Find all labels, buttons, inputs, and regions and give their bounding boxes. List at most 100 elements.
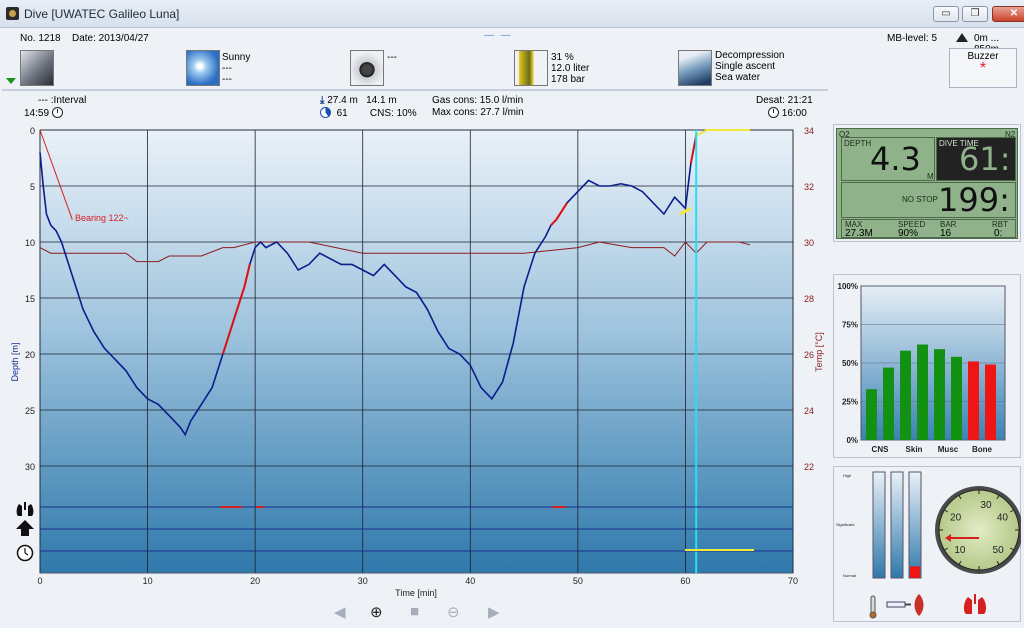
bearing-annotation: Bearing 122~ (75, 213, 129, 223)
tissue-bar (866, 389, 877, 440)
tissue-bar (900, 350, 911, 440)
weather-info: Sunny --- --- (222, 52, 250, 85)
dial-tick-label: 30 (980, 500, 992, 511)
tank-pressure: 178 bar (551, 74, 585, 85)
speed-label: SPEED (898, 220, 926, 229)
thermometer-icon (869, 595, 877, 619)
weather-line3: --- (222, 74, 232, 85)
buzzer-indicator: * (979, 60, 987, 77)
gauge-bar (908, 471, 922, 579)
dive-profile-chart[interactable]: 0 5 10 15 20 25 30 22 24 26 28 30 32 34 0 10 20 30 40 50 6… (0, 122, 830, 602)
tissue-bars (866, 344, 996, 440)
clock-icon (51, 107, 63, 118)
expand-arrow-icon[interactable] (6, 78, 16, 84)
depth-tick-label: 30 (25, 462, 35, 472)
depth-axis: 0 5 10 15 20 25 30 (25, 126, 35, 472)
tissue-category-label: CNS (872, 445, 890, 454)
max-consumption: Max cons: 27.7 l/min (432, 107, 524, 118)
depth-label: DEPTH (844, 139, 872, 148)
tissue-category-label: Skin (906, 445, 923, 454)
tissue-y-axis: 100% 75% 50% 25% 0% (838, 282, 858, 445)
tissue-y-tick: 25% (842, 398, 858, 407)
tissue-bar (934, 349, 945, 440)
tissue-bar (883, 367, 894, 440)
decompression-icon[interactable] (678, 50, 712, 86)
max-depth: 27.4 m (327, 95, 358, 106)
depth-tick-label: 20 (25, 350, 35, 360)
no-fly-icon (768, 107, 779, 118)
depth-tick-label: 25 (25, 406, 35, 416)
time-stats: 61 CNS: 10% (320, 107, 417, 119)
tank-volume: 12.0 liter (551, 63, 590, 74)
depth-cell: DEPTH 4.3 M (841, 137, 935, 181)
deco-highlight (679, 207, 692, 216)
dial-tick-mark (996, 560, 1000, 565)
tissue-y-tick: 75% (842, 321, 858, 330)
next-icon[interactable]: ▶ (488, 604, 500, 621)
prev-icon[interactable]: ◀ (334, 604, 346, 621)
section-divider (2, 89, 828, 91)
depth-unit: M (927, 172, 934, 181)
depth-tick-label: 5 (30, 182, 35, 192)
dial-needle-tip (945, 534, 951, 542)
dial-tick-mark (996, 495, 1000, 500)
temp-axis-label: Temp [°C] (814, 332, 824, 372)
gas-consumption: Gas cons: 15.0 l/min (432, 95, 524, 106)
status-row: MAX 27.3M SPEED 90% BAR 16 RBT 0: (841, 219, 1016, 239)
temp-tick-label: 32 (804, 182, 814, 192)
lungs-icon (963, 594, 987, 614)
deco-info: Decompression Single ascent Sea water ..… (715, 50, 784, 90)
dial-ticks: 10 20 30 40 50 (939, 490, 1019, 570)
tissue-bar (951, 356, 962, 440)
no-fly-row: 16:00 (768, 107, 807, 119)
dial-tick-label: 40 (997, 513, 1009, 524)
divider-dashes: — — (484, 30, 513, 41)
camera-icon[interactable] (350, 50, 384, 86)
tissue-bar (917, 344, 928, 440)
x-tick-label: 40 (465, 576, 475, 586)
buzzer-box[interactable]: Buzzer * (949, 48, 1017, 88)
weather-icon[interactable] (186, 50, 220, 86)
no-stop-cell: NO STOP 199: (841, 181, 1016, 219)
zoom-in-icon[interactable]: ⊕ (370, 604, 383, 621)
maximize-button[interactable]: ❐ (962, 6, 988, 22)
stop-icon[interactable]: ■ (410, 603, 420, 620)
buzzer-label: Buzzer (967, 51, 999, 62)
tissue-chart: 100% 75% 50% 25% 0% CNS Skin Musc Bone (838, 282, 1006, 454)
window-title: Dive [UWATEC Galileo Luna] (24, 7, 180, 21)
ascent-warning-segment (221, 264, 251, 355)
muscle-icon (914, 594, 924, 616)
x-tick-label: 70 (788, 576, 798, 586)
ascent-warning-segment (550, 202, 568, 226)
temp-tick-label: 30 (804, 238, 814, 248)
mountain-icon (956, 33, 968, 42)
buddy-photo[interactable] (20, 50, 54, 86)
tissue-bar (968, 361, 979, 440)
x-tick-label: 0 (37, 576, 42, 586)
no-stop-label: NO STOP (902, 195, 938, 204)
avg-depth: 14.1 m (366, 95, 397, 106)
depth-value: 4.3 (870, 140, 921, 178)
syringe-icon (886, 601, 911, 608)
ascent-arrow-icon (16, 520, 34, 536)
gauge-bar (890, 471, 904, 579)
no-stop-value: 199: (938, 181, 1010, 219)
minimize-button[interactable]: ▭ (933, 6, 959, 22)
tissue-y-tick: 50% (842, 359, 858, 368)
tank-icon[interactable] (514, 50, 548, 86)
dial-tick-mark (958, 560, 962, 565)
bearing-line (39, 129, 73, 220)
title-bar (0, 0, 1024, 28)
close-button[interactable]: ✕ (992, 6, 1024, 22)
temp-tick-label: 26 (804, 350, 814, 360)
zoom-out-icon[interactable]: ⊖ (447, 604, 460, 621)
max-depth-icon: ⤓ (320, 95, 325, 106)
max-depth-value: 27.3M (845, 228, 873, 239)
x-tick-label: 60 (680, 576, 690, 586)
o2-label: O2 (839, 130, 850, 139)
cns-icon (320, 107, 331, 118)
x-tick-label: 20 (250, 576, 260, 586)
temp-tick-label: 28 (804, 294, 814, 304)
dial-tick-mark (944, 547, 949, 551)
tissue-bar (985, 364, 996, 440)
